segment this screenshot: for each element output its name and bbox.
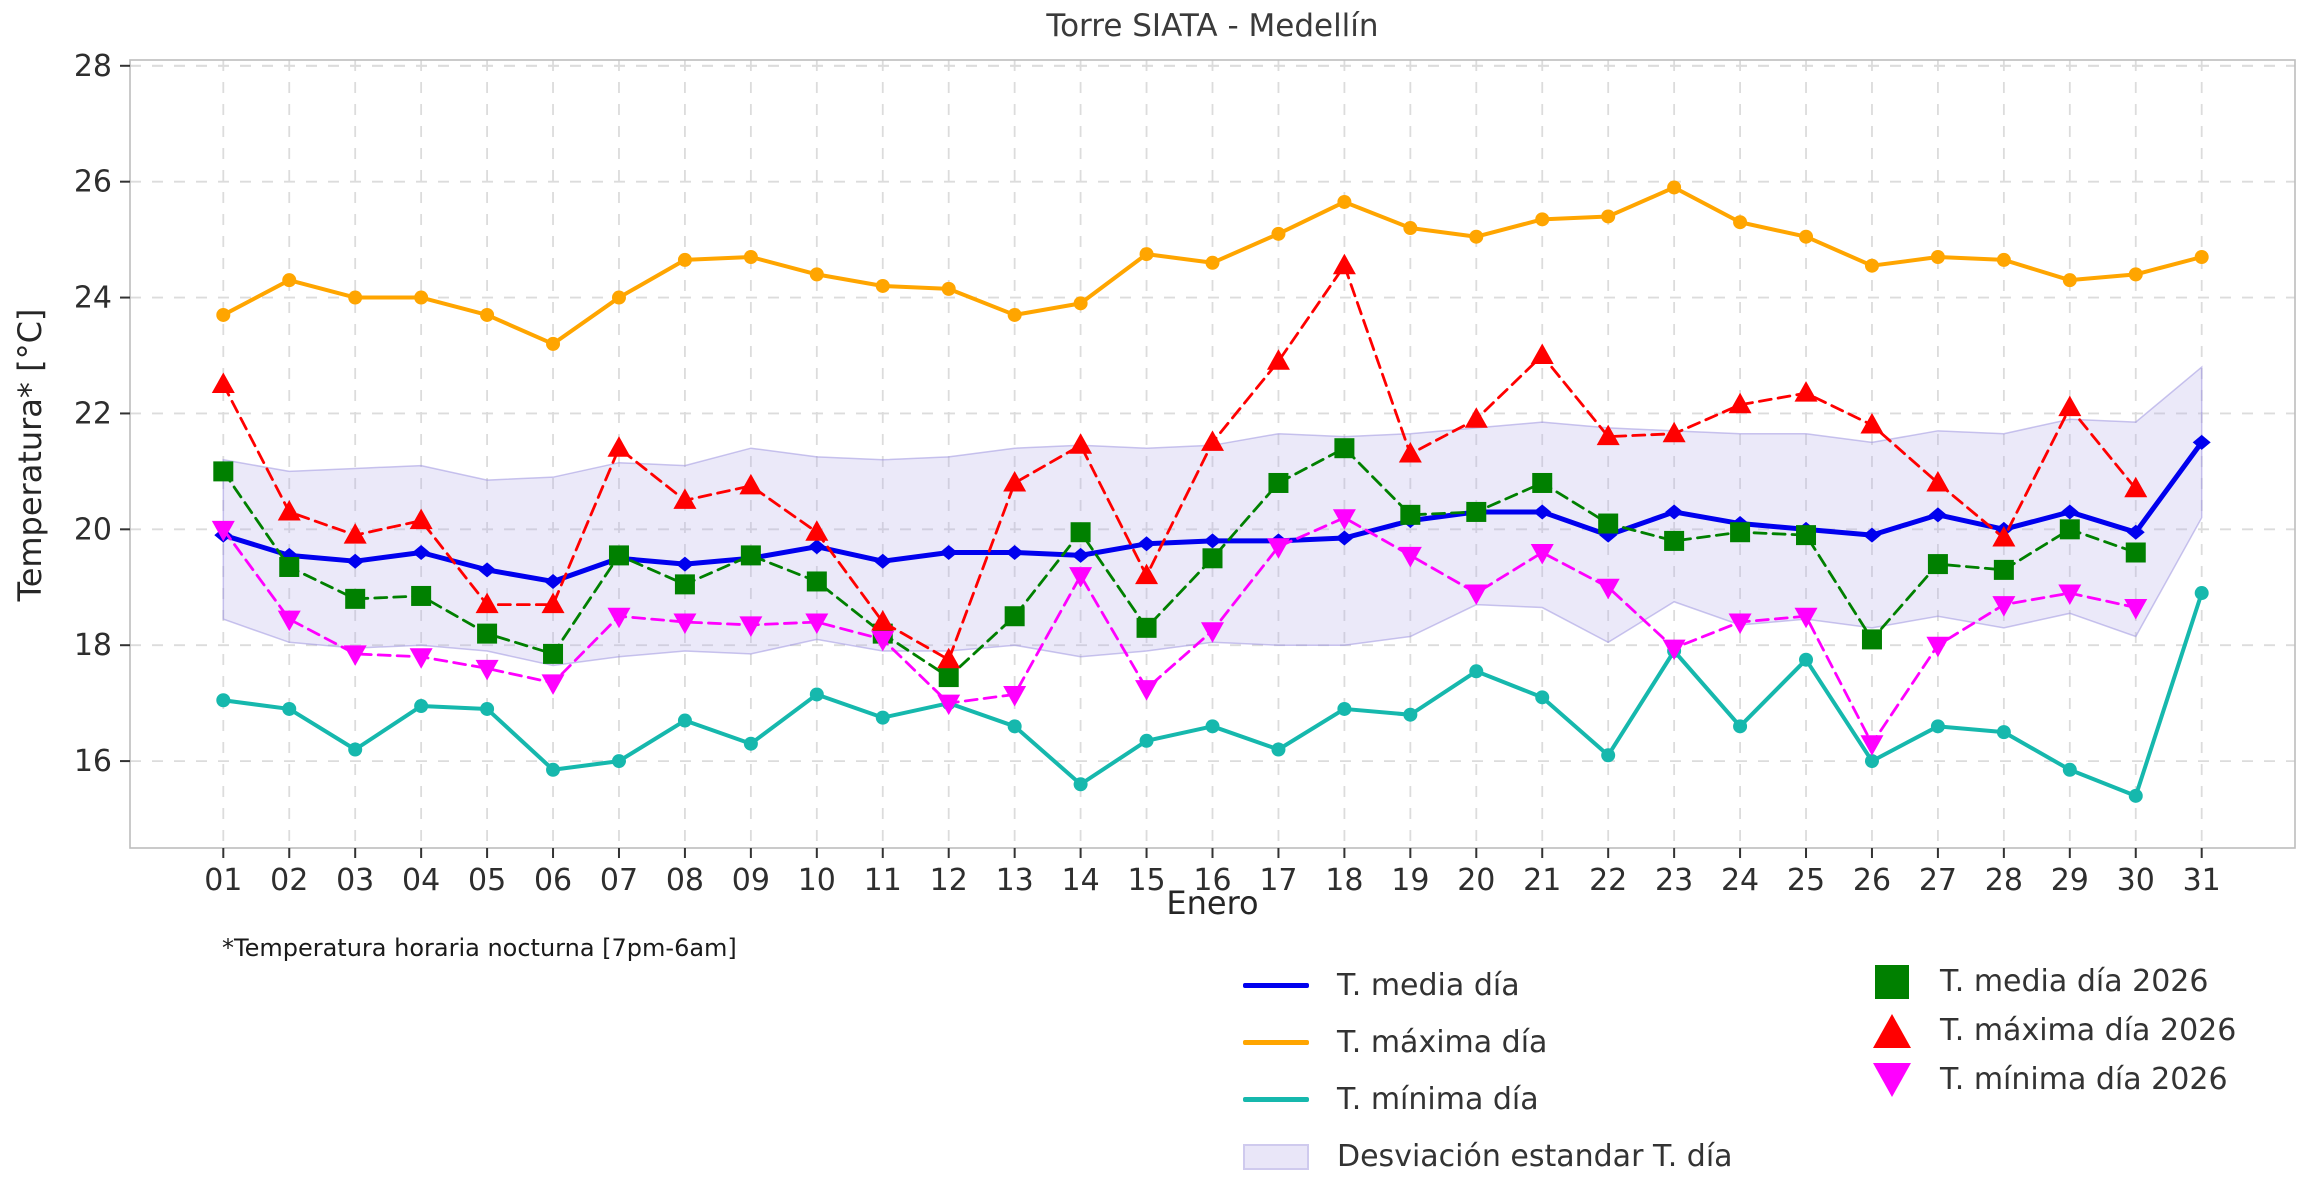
legend-item-media: T. media día — [1241, 957, 1733, 1014]
legend-item-maxima2026: T. máxima día 2026 — [1870, 1006, 2236, 1055]
svg-text:12: 12 — [930, 863, 968, 898]
legend-item-band: Desviación estandar T. día — [1241, 1128, 1733, 1183]
legend-label: T. mínima día — [1337, 1082, 1539, 1117]
svg-text:06: 06 — [534, 863, 572, 898]
svg-text:18: 18 — [74, 628, 112, 663]
svg-text:26: 26 — [1853, 863, 1891, 898]
axis-ticks — [120, 64, 2203, 858]
svg-text:31: 31 — [2183, 863, 2221, 898]
legend-label: T. media día 2026 — [1940, 964, 2209, 999]
svg-text:22: 22 — [74, 396, 112, 431]
svg-text:26: 26 — [74, 165, 112, 200]
std-band — [222, 365, 2203, 667]
svg-text:19: 19 — [1391, 863, 1429, 898]
legend-line-swatch-maxima — [1241, 1040, 1311, 1045]
y-tick-labels: 28 26 24 22 20 18 16 — [74, 49, 112, 779]
legend-item-media2026: T. media día 2026 — [1870, 957, 2236, 1006]
series-minima — [216, 586, 2209, 803]
svg-text:21: 21 — [1523, 863, 1561, 898]
legend-triangle-down-swatch — [1870, 1062, 1914, 1097]
legend-label: Desviación estandar T. día — [1337, 1139, 1733, 1174]
legend-lines: T. media día T. máxima día T. mínima día De… — [1241, 957, 1733, 1183]
svg-text:01: 01 — [204, 863, 242, 898]
legend-line-swatch-media — [1241, 983, 1311, 988]
svg-text:20: 20 — [74, 512, 112, 547]
svg-text:28: 28 — [1985, 863, 2023, 898]
legend-item-maxima: T. máxima día — [1241, 1014, 1733, 1071]
svg-text:28: 28 — [74, 49, 112, 84]
legend-square-swatch — [1870, 964, 1914, 999]
svg-text:24: 24 — [1721, 863, 1759, 898]
markers-maxima2026 — [211, 253, 2148, 669]
legend-item-minima2026: T. mínima día 2026 — [1870, 1055, 2236, 1104]
svg-text:08: 08 — [666, 863, 704, 898]
series-maxima2026 — [211, 253, 2148, 669]
svg-text:18: 18 — [1325, 863, 1363, 898]
svg-text:07: 07 — [600, 863, 638, 898]
legend-markers-2026: T. media día 2026 T. máxima día 2026 T. mí… — [1870, 957, 2236, 1104]
legend-triangle-up-swatch — [1870, 1013, 1914, 1048]
svg-text:15: 15 — [1127, 863, 1165, 898]
svg-text:14: 14 — [1062, 863, 1100, 898]
legend-label: T. mínima día 2026 — [1940, 1062, 2228, 1097]
svg-text:10: 10 — [798, 863, 836, 898]
x-axis-label: Enero — [1166, 884, 1259, 922]
svg-text:13: 13 — [996, 863, 1034, 898]
series-minima2026 — [211, 509, 2148, 756]
svg-text:27: 27 — [1919, 863, 1957, 898]
svg-text:02: 02 — [270, 863, 308, 898]
legend-item-minima: T. mínima día — [1241, 1071, 1733, 1128]
svg-text:20: 20 — [1457, 863, 1495, 898]
legend-band-swatch — [1241, 1143, 1311, 1170]
svg-text:29: 29 — [2051, 863, 2089, 898]
svg-text:16: 16 — [74, 744, 112, 779]
svg-text:04: 04 — [402, 863, 440, 898]
y-axis-label: Temperatura* [°C] — [11, 308, 49, 602]
markers-maxima — [216, 180, 2209, 351]
svg-text:17: 17 — [1259, 863, 1297, 898]
svg-text:23: 23 — [1655, 863, 1693, 898]
svg-text:05: 05 — [468, 863, 506, 898]
legend-label: T. máxima día — [1337, 1025, 1548, 1060]
svg-text:09: 09 — [732, 863, 770, 898]
svg-text:03: 03 — [336, 863, 374, 898]
gridlines — [130, 60, 2295, 848]
x-tick-labels: 01 02 03 04 05 06 07 08 09 10 11 12 13 14 15 16 17 18 19 20… — [204, 863, 2221, 898]
series-media2026 — [213, 438, 2146, 688]
footnote-text: *Temperatura horaria nocturna [7pm-6am] — [222, 934, 737, 962]
markers-minima2026 — [211, 509, 2148, 756]
series-maxima — [216, 180, 2209, 351]
svg-text:16: 16 — [1193, 863, 1231, 898]
svg-text:22: 22 — [1589, 863, 1627, 898]
markers-minima — [216, 586, 2209, 803]
chart-title: Torre SIATA - Medellín — [1046, 8, 1379, 44]
legend-line-swatch-minima — [1241, 1097, 1311, 1102]
svg-text:11: 11 — [864, 863, 902, 898]
legend-label: T. media día — [1337, 968, 1520, 1003]
markers-media2026 — [213, 438, 2146, 688]
svg-text:24: 24 — [74, 281, 112, 316]
svg-text:25: 25 — [1787, 863, 1825, 898]
legend-label: T. máxima día 2026 — [1940, 1013, 2237, 1048]
svg-text:30: 30 — [2117, 863, 2155, 898]
